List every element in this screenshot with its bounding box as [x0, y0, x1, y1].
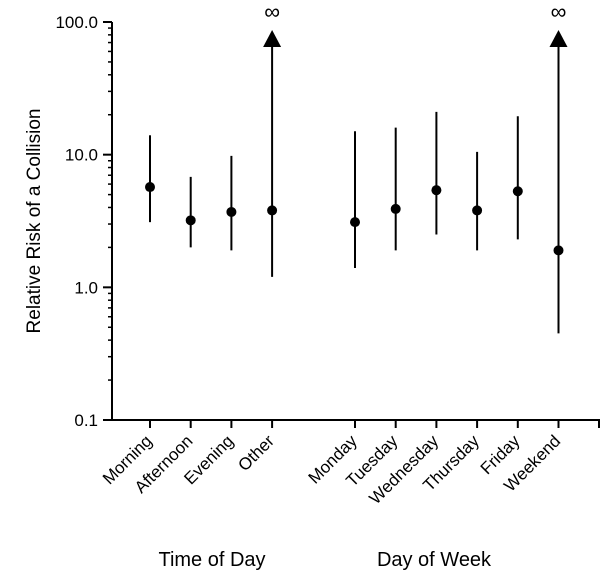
chart-axes	[103, 21, 600, 428]
point-monday	[350, 217, 360, 228]
infinity-label: ∞	[264, 0, 280, 24]
y-tick-label: 10.0	[65, 146, 98, 165]
point-wednesday	[431, 185, 442, 196]
point-friday	[512, 186, 523, 197]
y-axis-title: Relative Risk of a Collision	[24, 109, 45, 334]
infinity-label: ∞	[551, 0, 567, 24]
point-afternoon	[185, 215, 196, 226]
infinite-arrow-other	[263, 30, 282, 47]
group-label-1: Time of Day	[158, 549, 265, 571]
chart-marks	[145, 30, 568, 334]
point-tuesday	[390, 203, 401, 214]
point-evening	[226, 206, 237, 217]
point-thursday	[472, 205, 483, 216]
point-other	[267, 205, 278, 216]
chart-labels: 0.11.010.0100.0MorningAfternoonEvening∞O…	[55, 0, 566, 571]
y-tick-label: 0.1	[74, 411, 98, 430]
infinite-arrow-weekend	[549, 30, 568, 47]
point-morning	[145, 182, 155, 193]
y-tick-label: 100.0	[55, 13, 98, 32]
point-weekend	[553, 245, 564, 256]
y-tick-label: 1.0	[74, 278, 98, 297]
category-label-other: Other	[234, 431, 278, 475]
group-label-2: Day of Week	[377, 549, 492, 571]
